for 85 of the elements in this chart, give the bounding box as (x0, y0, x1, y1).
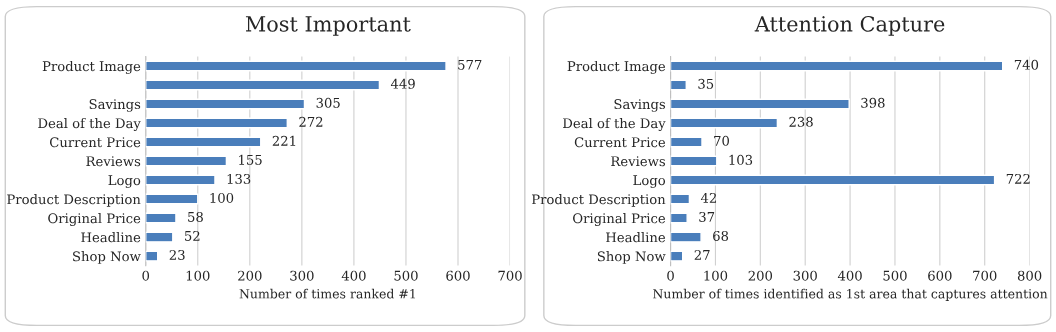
bar (145, 193, 199, 205)
y-tick-label: Product Description (7, 194, 141, 207)
x-tick-label: 200 (238, 270, 262, 281)
bar (670, 231, 702, 243)
chart-title: Most Important (245, 16, 411, 36)
bar (670, 79, 687, 91)
y-tick-label: Deal of the Day (563, 117, 666, 131)
x-tick-label: 300 (793, 270, 817, 281)
x-tick-label: 100 (186, 270, 210, 281)
data-label: 449 (390, 78, 415, 89)
bar (670, 250, 684, 262)
x-axis-title: Number of times identified as 1st area that captures attention (653, 288, 1048, 301)
bar (145, 98, 306, 110)
y-tick-label: Shop Now (73, 251, 141, 264)
chart-title: Attention Capture (754, 15, 945, 36)
x-tick-label: 200 (748, 270, 773, 281)
bar (145, 155, 228, 167)
x-tick-label: 700 (498, 270, 522, 281)
bar (145, 250, 159, 262)
data-label: 221 (272, 135, 296, 146)
data-label: 577 (458, 59, 482, 70)
x-tick-label: 600 (446, 270, 470, 281)
y-tick-label: Original Price (573, 213, 666, 227)
bar (145, 212, 177, 224)
data-label: 68 (713, 230, 729, 241)
y-tick-label: Headline (81, 232, 141, 243)
data-label: 35 (698, 78, 714, 89)
y-tick-label: Original Price (48, 213, 141, 227)
y-tick-label: Reviews (611, 156, 666, 167)
bar (670, 60, 1004, 72)
data-label: 52 (185, 230, 200, 241)
bar (145, 60, 447, 72)
bar (145, 117, 288, 129)
x-axis-title: Number of times ranked #1 (239, 288, 416, 299)
y-tick-label: Headline (606, 232, 666, 243)
data-label: 58 (188, 211, 203, 222)
x-tick-label: 500 (883, 270, 907, 281)
data-label: 398 (861, 97, 885, 108)
y-tick-label: Product Image (567, 60, 666, 74)
x-tick-label: 500 (394, 270, 418, 281)
data-label: 42 (700, 192, 717, 203)
y-tick-label: Logo (108, 175, 141, 188)
bar (670, 98, 850, 110)
x-tick-label: 300 (290, 270, 314, 281)
x-tick-label: 700 (973, 270, 997, 281)
bar (670, 174, 996, 186)
y-tick-label: Savings (614, 99, 666, 112)
y-tick-label: Current Price (49, 137, 141, 148)
x-tick-label: 100 (704, 270, 728, 281)
y-tick-label: Savings (89, 99, 141, 112)
data-label: 100 (210, 192, 234, 203)
x-tick-label: 400 (341, 270, 366, 281)
bar (145, 79, 381, 91)
data-label: 23 (169, 249, 185, 260)
data-label: 740 (1014, 59, 1039, 70)
data-label: 37 (699, 211, 715, 222)
data-label: 272 (299, 116, 323, 127)
data-label: 305 (316, 97, 340, 108)
data-label: 155 (239, 154, 262, 165)
x-tick-label: 400 (837, 270, 862, 281)
data-label: 238 (789, 116, 813, 127)
y-tick-label: Reviews (86, 156, 141, 167)
x-tick-label: 0 (142, 270, 150, 281)
data-label: 133 (227, 173, 251, 184)
bar (670, 212, 688, 224)
x-tick-label: 0 (667, 270, 674, 281)
x-tick-label: 600 (928, 270, 952, 281)
bar (145, 231, 174, 243)
bar (145, 174, 216, 186)
data-label: 722 (1006, 173, 1030, 184)
y-tick-label: Product Image (42, 60, 141, 74)
y-tick-label: Shop Now (597, 251, 666, 264)
y-tick-label: Product Description (531, 194, 666, 207)
y-tick-label: Current Price (574, 137, 666, 148)
data-label: 27 (694, 249, 710, 260)
data-label: 70 (714, 135, 729, 146)
bar (670, 193, 691, 205)
bar (670, 136, 703, 148)
bar (670, 117, 779, 129)
data-label: 103 (729, 154, 753, 165)
y-tick-label: Deal of the Day (38, 117, 141, 131)
bar (670, 155, 718, 167)
x-tick-label: 800 (1017, 270, 1042, 281)
bar (145, 136, 262, 148)
y-tick-label: Logo (633, 175, 666, 188)
